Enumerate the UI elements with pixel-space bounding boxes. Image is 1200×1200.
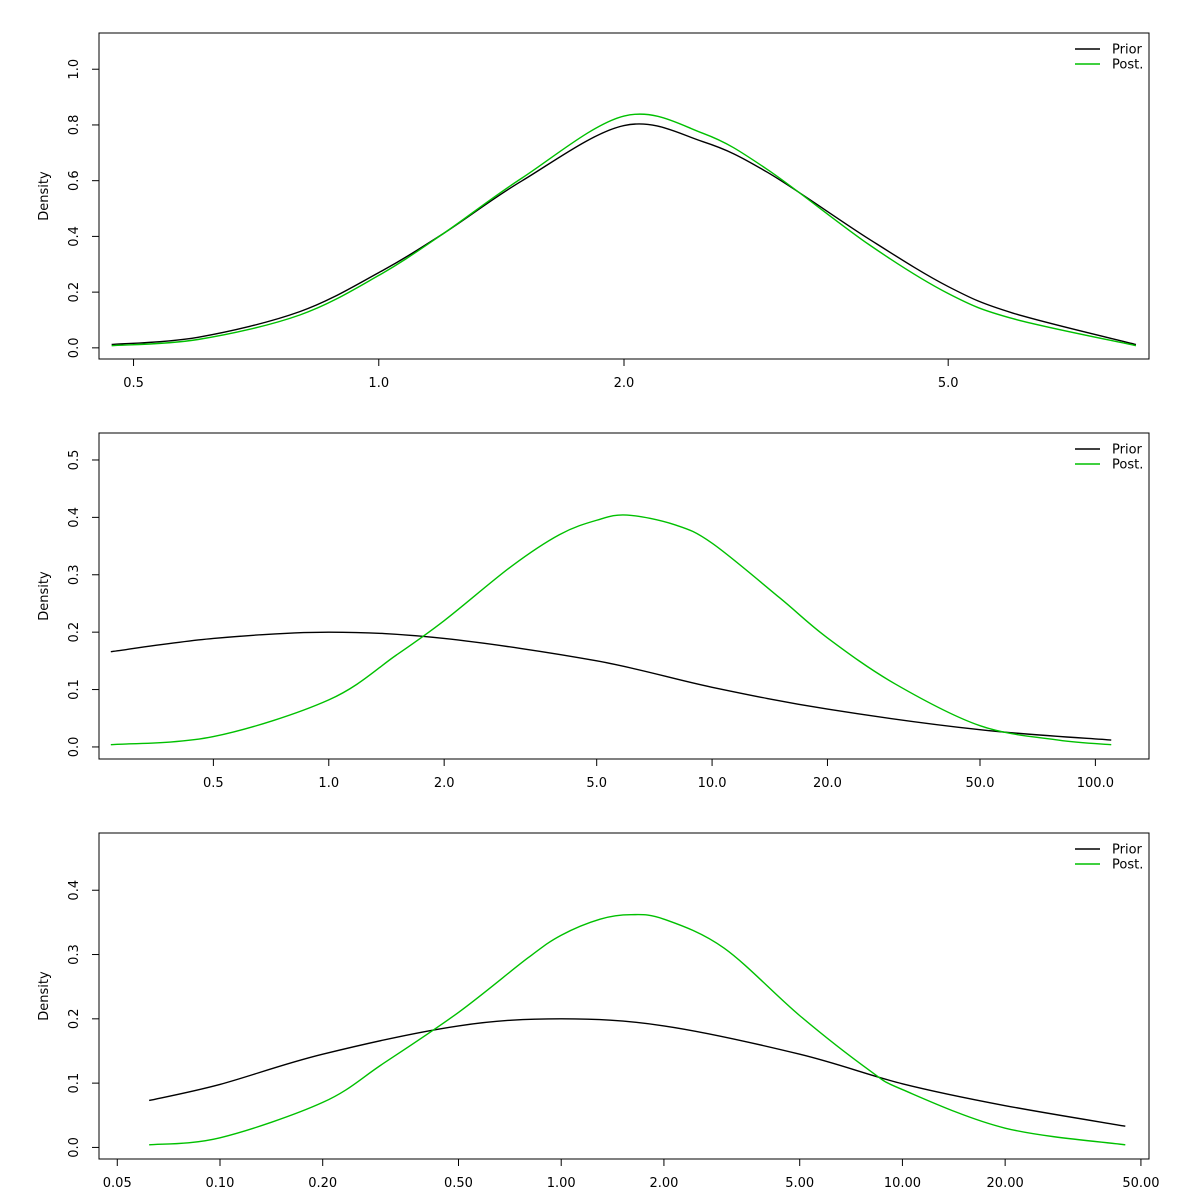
series-line-prior [148, 1018, 1126, 1127]
y-tick-label: 0.1 [67, 679, 82, 700]
x-tick-label: 10.00 [884, 1176, 921, 1191]
x-tick-label: 5.0 [586, 776, 607, 791]
x-tick-label: 1.0 [368, 376, 389, 391]
x-tick-label: 10.0 [698, 776, 727, 791]
series-line-post [149, 913, 1126, 1146]
chart-panel-3: 0.05 0.10 0.20 0.50 1.00 2.00 5.00 10.00 20.00 50… [37, 832, 1160, 1191]
x-tick-label: 2.0 [434, 776, 455, 791]
y-tick-label: 0.5 [67, 450, 82, 471]
legend-label: Post. [1112, 458, 1143, 473]
y-tick-label: 0.3 [67, 944, 82, 965]
y-tick-label: 1.0 [67, 59, 82, 80]
x-tick-label: 5.0 [938, 376, 959, 391]
plot-frame [98, 832, 1150, 1160]
chart-panel-1: 0.5 1.0 2.0 5.0 0.0 0.2 0.4 0.6 0.8 1.0 Density Pri… [37, 32, 1150, 391]
x-tick-label: 0.10 [206, 1176, 235, 1191]
x-tick-label: 50.00 [1122, 1176, 1159, 1191]
x-tick-label: 1.00 [547, 1176, 576, 1191]
x-tick-label: 20.00 [987, 1176, 1024, 1191]
series-line-post [111, 113, 1137, 347]
legend-label: Prior [1112, 43, 1143, 58]
x-tick-label: 50.0 [966, 776, 995, 791]
y-tick-label: 0.6 [67, 170, 82, 191]
plot-frame [98, 32, 1150, 360]
y-tick-label: 0.2 [67, 622, 82, 643]
y-tick-label: 0.0 [67, 338, 82, 359]
y-tick-label: 0.3 [67, 564, 82, 585]
y-axis-label: Density [37, 171, 52, 221]
x-tick-label: 20.0 [813, 776, 842, 791]
x-tick-label: 1.0 [318, 776, 339, 791]
y-tick-label: 0.4 [67, 507, 82, 528]
legend-label: Post. [1112, 858, 1143, 873]
series-line-prior [111, 123, 1137, 346]
y-axis-label: Density [37, 571, 52, 621]
y-tick-label: 0.4 [67, 880, 82, 901]
series-line-post [110, 514, 1112, 746]
x-tick-label: 0.50 [444, 1176, 473, 1191]
x-tick-label: 5.00 [785, 1176, 814, 1191]
x-tick-label: 2.0 [614, 376, 635, 391]
plot-frame [98, 432, 1150, 760]
legend-label: Prior [1112, 843, 1143, 858]
y-tick-label: 0.8 [67, 115, 82, 136]
y-tick-label: 0.4 [67, 226, 82, 247]
x-tick-label: 2.00 [649, 1176, 678, 1191]
series-line-prior [110, 631, 1112, 741]
x-tick-label: 0.5 [203, 776, 224, 791]
x-tick-label: 0.20 [308, 1176, 337, 1191]
chart-panel-2: 0.5 1.0 2.0 5.0 10.0 20.0 50.0 100.0 0.0 0.1 0.2 0.… [37, 432, 1150, 791]
y-tick-label: 0.0 [67, 1137, 82, 1158]
legend-label: Post. [1112, 58, 1143, 73]
x-tick-label: 0.05 [103, 1176, 132, 1191]
y-tick-label: 0.0 [67, 737, 82, 758]
y-axis-label: Density [37, 971, 52, 1021]
y-tick-label: 0.2 [67, 282, 82, 303]
x-tick-label: 0.5 [123, 376, 144, 391]
y-tick-label: 0.1 [67, 1073, 82, 1094]
x-tick-label: 100.0 [1077, 776, 1114, 791]
legend-label: Prior [1112, 443, 1143, 458]
y-tick-label: 0.2 [67, 1008, 82, 1029]
